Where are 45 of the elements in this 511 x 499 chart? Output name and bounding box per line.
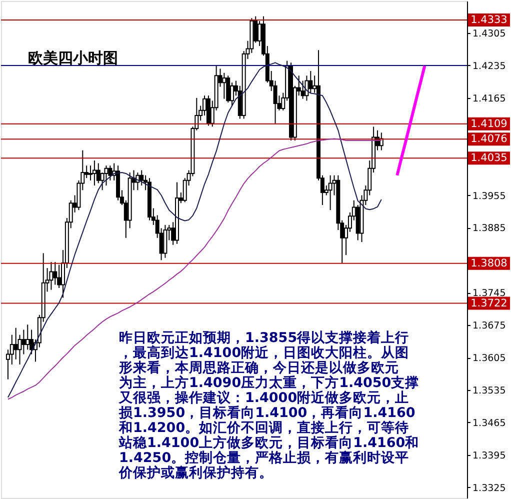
annotation: 损1.3950，目标看向1.4100，再看向1.4160: [118, 404, 416, 421]
candlestick: [53, 262, 58, 286]
text: 欧美四小时图: [28, 49, 118, 67]
y-tick-label: 1.3955: [472, 190, 506, 202]
ref-line-label: 1.3808: [470, 257, 508, 270]
y-tick-label: 1.4165: [472, 93, 506, 104]
candlestick: [308, 70, 313, 94]
y-tick-label: 1.3605: [472, 353, 506, 364]
candlestick: [92, 160, 96, 186]
candlestick: [14, 327, 18, 360]
y-tick-label: 1.3325: [472, 482, 506, 494]
candlestick: [57, 264, 62, 288]
annotation: 站稳1.4100上方做多欧元，目标看向1.4160和: [118, 434, 420, 451]
y-tick-label: 1.4235: [472, 60, 506, 72]
y-tick-label: 1.3465: [472, 418, 506, 429]
y-tick-label: 1.3885: [472, 223, 506, 234]
annotation: 为主，上方1.4090压力太重，下方1.4050支撑: [119, 374, 420, 391]
annotation: ，最高到达1.4100附近，日图收大阳柱。从图: [119, 344, 410, 361]
candlestick: [304, 75, 309, 102]
annotation: 形来看，本周思路正确，今日还是以做多欧元: [118, 359, 399, 376]
annotation: 1.4250。控制仓量，严格止损，有赢利时设平: [119, 450, 410, 466]
ref-line-label: 1.4109: [470, 118, 508, 130]
y-tick-label: 1.3535: [472, 385, 506, 396]
ref-line-label: 1.3722: [470, 297, 508, 310]
candlestick: [104, 165, 108, 186]
line-series: [396, 64, 426, 177]
candlestick: [222, 72, 226, 100]
annotation: 又很强，操作建议：1.4000附近做多欧元，止: [118, 389, 410, 406]
y-tick-label: 1.3675: [472, 320, 506, 332]
candlestick: [140, 170, 144, 186]
y-tick-label: 1.3745: [472, 288, 506, 300]
annotation: 和1.4200。如汇价不回调，直接上行，可等待: [118, 419, 410, 436]
annotation: 昨日欧元正如预期，1.3855得以支撑接着上行: [119, 329, 410, 346]
annotation: 价保护或赢利保护持有。: [118, 464, 273, 481]
candlestick: [226, 75, 230, 104]
ref-line-label: 1.4076: [470, 133, 508, 146]
candlestick: [49, 262, 54, 290]
candlestick: [22, 329, 26, 355]
y-tick-label: 1.3395: [472, 450, 506, 462]
candlestick: [163, 224, 168, 258]
candlestick: [26, 324, 30, 350]
candlestick: [328, 174, 332, 211]
y-tick-label: 1.4305: [472, 28, 506, 40]
ref-line-label: 1.4035: [470, 152, 508, 164]
ref-line-label: 1.4333: [470, 14, 508, 26]
